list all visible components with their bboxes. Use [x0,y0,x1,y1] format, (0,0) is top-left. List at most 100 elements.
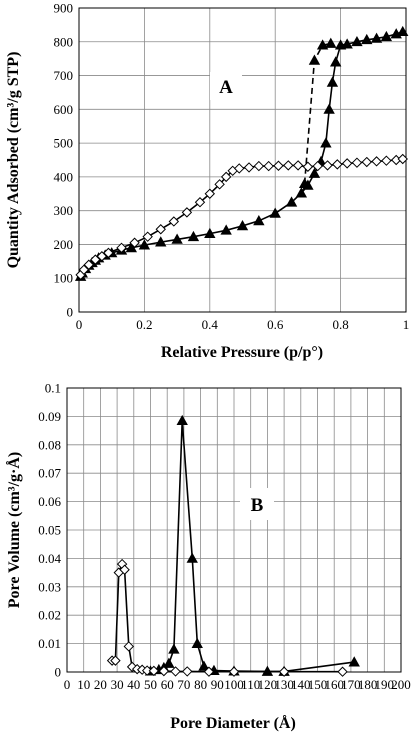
isotherm-series [74,25,409,281]
pore-size-diamond-marker [228,666,240,677]
isotherm-triangle-marker [187,230,200,242]
isotherm-y-tick-label: 100 [54,271,74,286]
panel-label-b: B [251,495,264,516]
isotherm-diamond-marker [83,259,95,270]
pore-size-x-tick-label: 50 [144,677,157,692]
pore-size-y-axis-title: Pore Volume (cm³/g·Å) [5,452,23,608]
isotherm-triangle-marker [295,187,308,198]
pore-size-diamond-marker [141,665,153,676]
pore-size-y-tick-label: 0.01 [38,636,61,651]
pore-size-diamond-marker [110,655,121,666]
pore-size-diamond-marker [148,665,160,677]
pore-size-x-tick-label: 60 [161,677,174,692]
pore-size-x-tick-label: 140 [291,677,311,692]
isotherm-y-tick-label: 900 [54,1,74,16]
pore-size-x-tick-label: 170 [341,677,361,692]
panel-label-b-background [240,488,274,520]
isotherm-diamond-marker [332,159,343,170]
isotherm-diamond-marker [341,158,353,169]
isotherm-diamond-marker [78,264,90,275]
isotherm-triangle-marker [351,35,363,47]
pore-size-x-tick-label: 10 [77,677,90,692]
isotherm-triangle-marker [326,76,339,87]
isotherm-x-tick-label: 0.2 [136,317,152,332]
isotherm-y-tick-label: 600 [54,102,74,117]
pore-size-x-tick-label: 20 [94,677,107,692]
pore-size-triangle-marker [176,414,188,426]
isotherm-triangle-marker [269,207,281,218]
isotherm-diamond-marker [142,231,153,242]
pore-size-y-tick-labels: 0 0.01 0.02 0.03 0.04 0.05 0.06 0.07 0.08 0.09 0.1 [38,381,61,680]
pore-size-diamond-marker [203,666,215,677]
isotherm-triangle-marker [361,33,373,45]
isotherm-y-tick-label: 0 [67,305,74,320]
pore-size-diamond-marker [170,666,181,677]
pore-size-triangle-marker [348,656,360,667]
isotherm-series-line [79,30,403,277]
isotherm-triangle-marker [308,54,321,65]
pore-size-triangle-marker [163,657,175,668]
isotherm-triangle-marker [341,38,353,49]
pore-size-diamond-marker [278,666,290,677]
pore-size-y-tick-label: 0.08 [38,437,61,452]
isotherm-diamond-marker [204,188,216,199]
isotherm-diamond-marker [397,153,408,165]
pore-size-x-tick-label: 200 [391,677,411,692]
pore-size-diamond-marker [337,666,348,677]
pore-size-x-tick-label: 130 [274,677,294,692]
pore-size-series [106,414,360,677]
pore-size-x-tick-label: 30 [111,677,124,692]
panel-label-a-background [210,72,242,100]
pore-size-x-tick-label: 40 [127,677,140,692]
pore-size-x-tick-label: 0 [64,677,71,692]
isotherm-diamond-marker [194,197,206,208]
isotherm-diamond-marker [96,251,108,262]
isotherm-triangle-marker [325,37,337,48]
pore-size-y-tick-label: 0 [55,665,62,680]
isotherm-triangle-marker [380,30,393,42]
isotherm-diamond-marker [283,160,294,171]
pore-size-x-tick-label: 90 [211,677,224,692]
isotherm-diamond-marker [263,160,274,172]
isotherm-y-tick-label: 400 [54,169,74,184]
isotherm-diamond-marker [214,179,225,190]
pore-size-y-tick-label: 0.06 [38,494,61,509]
pore-size-y-tick-label: 0.09 [38,409,61,424]
pore-size-chart: 0 0.01 0.02 0.03 0.04 0.05 0.06 0.07 0.08 0.09 0.1… [5,381,411,733]
isotherm-diamond-marker [253,160,265,172]
isotherm-diamond-marker [381,155,392,166]
isotherm-y-axis-title: Quantity Adsorbed (cm³/g STP) [5,52,22,269]
pore-size-triangle-marker [168,643,180,654]
pore-size-diamond-marker [182,666,193,677]
isotherm-y-tick-label: 500 [54,136,74,151]
isotherm-diamond-marker [220,171,232,183]
pore-size-x-tick-label: 100 [224,677,244,692]
isotherm-diamond-marker [168,216,180,227]
isotherm-y-tick-label: 700 [54,68,74,83]
isotherm-diamond-marker [243,162,255,173]
pore-size-y-tick-label: 0.07 [38,466,61,481]
isotherm-triangle-marker [236,220,249,231]
isotherm-diamond-marker [155,224,166,235]
isotherm-diamond-marker [322,160,333,171]
pore-size-x-tick-label: 180 [358,677,378,692]
isotherm-triangle-marker [171,233,183,244]
isotherm-series-line [303,42,331,184]
pore-size-x-tick-label: 70 [177,677,190,692]
isotherm-triangle-marker [316,39,329,50]
isotherm-triangle-marker [370,32,383,43]
isotherm-triangle-marker [323,103,335,114]
isotherm-triangle-marker [308,167,321,178]
isotherm-x-tick-label: 0 [76,317,83,332]
isotherm-triangle-marker [330,56,342,67]
isotherm-diamond-marker [116,242,127,254]
pore-size-x-tick-label: 160 [324,677,344,692]
isotherm-x-axis-title: Relative Pressure (p/p°) [161,344,323,361]
isotherm-triangle-marker [253,214,265,226]
isotherm-y-tick-label: 200 [54,237,74,252]
isotherm-triangle-marker [397,25,409,37]
pore-size-y-tick-label: 0.02 [38,608,61,623]
pore-size-x-tick-label: 80 [194,677,207,692]
pore-size-diamond-marker [119,564,130,575]
isotherm-diamond-marker [103,247,114,259]
